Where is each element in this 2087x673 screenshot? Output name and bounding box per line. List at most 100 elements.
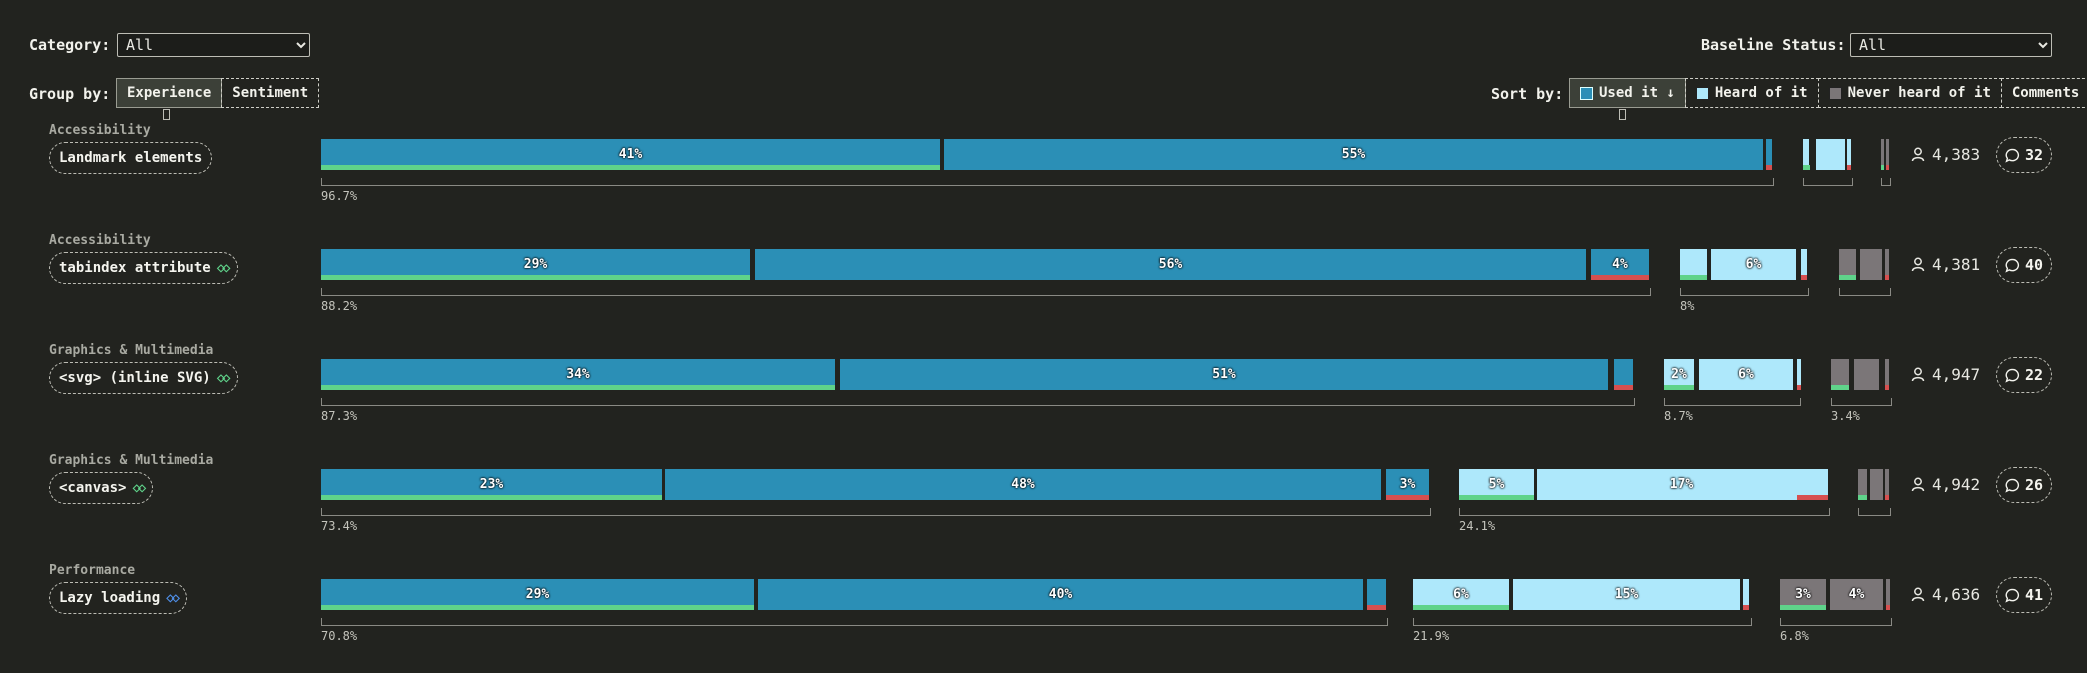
feature-row: Graphics & Multimedia <canvas> ◇◇ 23% 48% 3% 7… bbox=[0, 453, 2087, 563]
comments-button[interactable]: 22 bbox=[1996, 357, 2052, 393]
comments-count: 26 bbox=[2024, 476, 2044, 494]
heard-bar-segment: 6% bbox=[1699, 359, 1793, 390]
never-positive-sentiment-bar bbox=[1780, 605, 1826, 610]
comment-icon bbox=[2005, 148, 2020, 163]
group-by-experience-button[interactable]: Experience bbox=[116, 78, 223, 108]
never-bar-segment bbox=[1858, 469, 1867, 500]
heard-negative-sentiment-bar bbox=[1801, 275, 1807, 280]
feature-name-button[interactable]: <svg> (inline SVG) ◇◇ bbox=[49, 362, 238, 394]
never-negative-sentiment-bar bbox=[1886, 605, 1890, 610]
used-total-bracket bbox=[321, 618, 1388, 626]
never-bar-segment bbox=[1885, 359, 1889, 390]
sort-heard-button[interactable]: Heard of it bbox=[1684, 78, 1819, 108]
never-bar-segment bbox=[1885, 249, 1889, 280]
sort-never-button[interactable]: Never heard of it bbox=[1817, 78, 2002, 108]
heard-negative-sentiment-bar bbox=[1797, 495, 1828, 500]
respondent-count-value: 4,947 bbox=[1932, 365, 1981, 384]
feature-name-button[interactable]: Lazy loading ◇◇ bbox=[49, 582, 188, 614]
sort-comments-button[interactable]: Comments bbox=[2000, 78, 2087, 108]
feature-name-button[interactable]: tabindex attribute ◇◇ bbox=[49, 252, 238, 284]
baseline-widely-available-icon: ◇◇ bbox=[132, 480, 146, 496]
comment-icon bbox=[2005, 368, 2020, 383]
respondent-count: 4,383 bbox=[1911, 145, 1980, 164]
group-by-active-marker bbox=[163, 109, 170, 120]
heard-bar-segment bbox=[1797, 469, 1828, 500]
feature-row: Accessibility Landmark elements 41% 55% 96.7… bbox=[0, 123, 2087, 233]
category-filter-label: Category: bbox=[29, 36, 111, 54]
comments-button[interactable]: 40 bbox=[1996, 247, 2052, 283]
comment-icon bbox=[2005, 258, 2020, 273]
used-negative-sentiment-bar bbox=[1367, 605, 1386, 610]
heard-bar-segment bbox=[1816, 139, 1845, 170]
group-by-sentiment-button[interactable]: Sentiment bbox=[221, 78, 320, 108]
used-bar-segment: 51% bbox=[840, 359, 1608, 390]
never-bar-segment bbox=[1870, 469, 1883, 500]
never-positive-sentiment-bar bbox=[1831, 385, 1849, 390]
never-positive-sentiment-bar bbox=[1858, 495, 1867, 500]
baseline-widely-available-icon: ◇◇ bbox=[216, 370, 231, 386]
never-negative-sentiment-bar bbox=[1885, 275, 1889, 280]
feature-name-button[interactable]: <canvas> ◇◇ bbox=[49, 472, 154, 504]
never-total-bracket bbox=[1858, 508, 1891, 516]
baseline-status-select[interactable]: All bbox=[1850, 33, 2052, 57]
comments-button[interactable]: 26 bbox=[1996, 467, 2052, 503]
never-total-bracket bbox=[1839, 288, 1891, 296]
used-total-label: 73.4% bbox=[321, 519, 358, 533]
used-swatch-icon bbox=[1580, 86, 1593, 100]
feature-name: <canvas> bbox=[59, 480, 127, 496]
used-bar-segment: 40% bbox=[758, 579, 1363, 610]
user-icon bbox=[1911, 477, 1925, 492]
used-positive-sentiment-bar bbox=[321, 275, 750, 280]
heard-total-bracket bbox=[1680, 288, 1809, 296]
used-positive-sentiment-bar bbox=[321, 165, 940, 170]
used-total-bracket bbox=[321, 398, 1635, 406]
feature-row: Performance Lazy loading ◇◇ 29% 40% 70.8% 6% 15… bbox=[0, 563, 2087, 673]
feature-name-button[interactable]: Landmark elements bbox=[49, 142, 213, 174]
baseline-status-label: Baseline Status: bbox=[1701, 36, 1846, 54]
used-bar-segment: 3% bbox=[1386, 469, 1429, 500]
used-negative-sentiment-bar bbox=[1591, 275, 1649, 280]
user-icon bbox=[1911, 147, 1925, 162]
heard-total-label: 21.9% bbox=[1413, 629, 1450, 643]
sort-heard-label: Heard of it bbox=[1714, 85, 1808, 101]
heard-total-bracket bbox=[1413, 618, 1752, 626]
used-total-label: 87.3% bbox=[321, 409, 358, 423]
never-bar-segment bbox=[1885, 469, 1889, 500]
user-icon bbox=[1911, 367, 1925, 382]
user-icon bbox=[1911, 587, 1925, 602]
heard-bar-segment: 6% bbox=[1413, 579, 1509, 610]
never-bar-segment bbox=[1881, 139, 1884, 170]
comments-count: 22 bbox=[2024, 366, 2044, 384]
feature-name: Lazy loading bbox=[59, 590, 161, 606]
comments-button[interactable]: 41 bbox=[1996, 577, 2052, 613]
heard-total-bracket bbox=[1664, 398, 1801, 406]
sort-used-button[interactable]: Used it ↓ bbox=[1569, 78, 1686, 108]
baseline-widely-available-icon: ◇◇ bbox=[216, 260, 231, 276]
never-bar-segment bbox=[1839, 249, 1856, 280]
comments-button[interactable]: 32 bbox=[1996, 137, 2052, 173]
feature-row: Graphics & Multimedia <svg> (inline SVG) ◇… bbox=[0, 343, 2087, 453]
feature-name: <svg> (inline SVG) bbox=[59, 370, 211, 386]
heard-bar-segment bbox=[1797, 359, 1801, 390]
used-bar-segment: 29% bbox=[321, 249, 750, 280]
heard-positive-sentiment-bar bbox=[1680, 275, 1707, 280]
respondent-count: 4,947 bbox=[1911, 365, 1980, 384]
feature-row: Accessibility tabindex attribute ◇◇ 29% 56% 4… bbox=[0, 233, 2087, 343]
never-total-bracket bbox=[1780, 618, 1892, 626]
respondent-count: 4,636 bbox=[1911, 585, 1980, 604]
used-bar-segment: 48% bbox=[665, 469, 1381, 500]
respondent-count-value: 4,636 bbox=[1932, 585, 1981, 604]
heard-negative-sentiment-bar bbox=[1797, 385, 1801, 390]
used-bar-segment bbox=[1766, 139, 1772, 170]
used-positive-sentiment-bar bbox=[321, 605, 754, 610]
never-bar-segment bbox=[1886, 139, 1889, 170]
feature-category: Accessibility bbox=[49, 123, 151, 138]
category-select[interactable]: All bbox=[117, 33, 310, 57]
used-bar-segment: 4% bbox=[1591, 249, 1649, 280]
used-negative-sentiment-bar bbox=[1766, 165, 1772, 170]
comments-count: 41 bbox=[2024, 586, 2044, 604]
user-icon bbox=[1911, 257, 1925, 272]
used-bar-segment: 34% bbox=[321, 359, 835, 390]
used-bar-segment: 55% bbox=[944, 139, 1763, 170]
used-total-bracket bbox=[321, 508, 1431, 516]
